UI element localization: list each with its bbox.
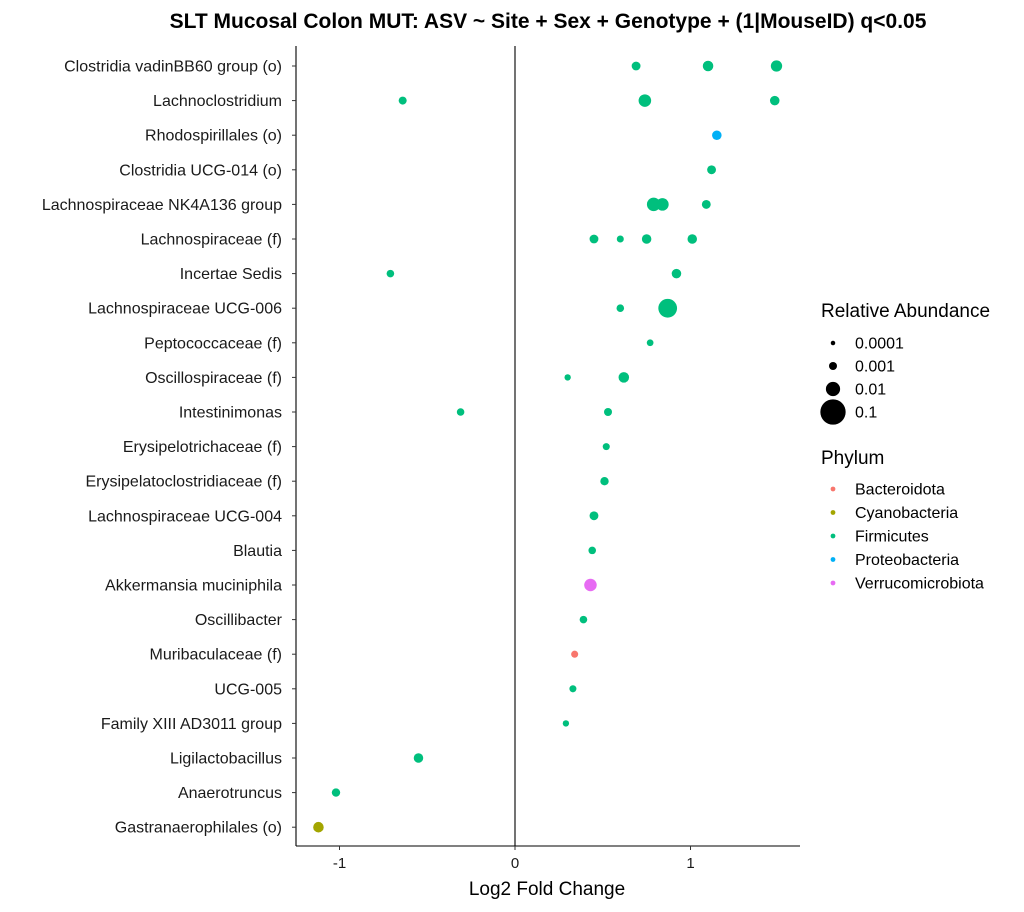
data-point — [616, 304, 625, 312]
data-point — [569, 685, 577, 693]
data-point — [712, 130, 722, 140]
data-point — [641, 234, 652, 244]
y-tick-label: Lachnospiraceae NK4A136 group — [42, 197, 282, 214]
y-tick-label: Blautia — [233, 543, 282, 560]
y-tick-label: Erysipelatoclostridiaceae (f) — [85, 474, 282, 491]
data-point — [616, 235, 624, 243]
size-legend-label: 0.1 — [855, 405, 877, 422]
data-point — [398, 96, 407, 105]
data-point — [571, 650, 579, 658]
data-point — [331, 788, 341, 797]
data-point — [589, 511, 599, 521]
data-point — [604, 407, 613, 417]
data-point — [564, 374, 571, 381]
y-tick-label: Peptococcaceae (f) — [144, 335, 282, 352]
data-point — [600, 477, 609, 486]
x-axis-title: Log2 Fold Change — [469, 879, 625, 900]
data-point — [687, 234, 698, 244]
size-legend-label: 0.0001 — [855, 336, 904, 353]
x-tick-label: 0 — [511, 855, 519, 872]
plot-area — [313, 46, 783, 846]
color-legend-label: Bacteroidota — [855, 482, 945, 499]
data-point — [702, 60, 714, 72]
chart-title: SLT Mucosal Colon MUT: ASV ~ Site + Sex … — [170, 10, 927, 33]
data-point — [588, 546, 597, 555]
color-legend-key — [830, 510, 836, 515]
y-tick-label: Oscillibacter — [195, 612, 283, 629]
y-tick-label: Intestinimonas — [179, 405, 282, 422]
size-legend-key — [830, 340, 836, 346]
data-point — [646, 339, 654, 347]
y-tick-label: Family XIII AD3011 group — [101, 716, 282, 733]
y-tick-label: Clostridia vadinBB60 group (o) — [64, 59, 282, 76]
size-legend-label: 0.001 — [855, 359, 895, 376]
data-point — [413, 753, 424, 763]
data-point — [638, 94, 652, 107]
y-tick-label: Gastranaerophilales (o) — [115, 820, 282, 837]
y-tick-label: Anaerotruncus — [178, 785, 282, 802]
data-point — [658, 298, 678, 318]
size-legend-key — [820, 399, 846, 425]
data-point — [313, 821, 324, 833]
data-point — [646, 197, 661, 212]
size-legend: Relative Abundance 0.0001 0.001 0.01 0.1 — [820, 301, 990, 425]
y-tick-label: Lachnospiraceae UCG-006 — [88, 301, 282, 318]
y-tick-label: Erysipelotrichaceae (f) — [123, 439, 282, 456]
y-tick-label: Akkermansia muciniphila — [105, 578, 282, 595]
size-legend-title: Relative Abundance — [821, 301, 990, 322]
color-legend: Phylum Bacteroidota Cyanobacteria Firmicut… — [821, 448, 984, 593]
data-point — [602, 443, 610, 451]
size-legend-label: 0.01 — [855, 382, 886, 399]
color-legend-key — [830, 486, 836, 492]
y-tick-label: Lachnospiraceae (f) — [141, 232, 282, 249]
color-legend-label: Proteobacteria — [855, 552, 959, 569]
data-point — [701, 199, 711, 209]
data-point — [656, 198, 669, 211]
y-tick-label: Oscillospiraceae (f) — [145, 370, 282, 387]
data-point — [671, 268, 682, 279]
color-legend-key — [830, 557, 836, 562]
y-tick-label: UCG-005 — [214, 681, 282, 698]
data-point — [618, 372, 630, 383]
x-tick-label: -1 — [333, 855, 346, 872]
y-tick-label: Muribaculaceae (f) — [150, 647, 283, 664]
data-point — [707, 165, 716, 175]
data-point — [770, 60, 783, 72]
color-legend-title: Phylum — [821, 448, 884, 469]
color-legend-label: Verrucomicrobiota — [855, 576, 984, 593]
y-tick-label: Lachnoclostridium — [153, 93, 282, 110]
y-tick-label: Rhodospirillales (o) — [145, 128, 282, 145]
color-legend-key — [830, 533, 836, 539]
data-point — [584, 578, 597, 592]
data-point — [579, 615, 588, 624]
data-point — [631, 61, 641, 71]
color-legend-label: Cyanobacteria — [855, 505, 958, 522]
x-tick-label: 1 — [686, 855, 694, 872]
color-legend-label: Firmicutes — [855, 529, 929, 546]
size-legend-key — [828, 361, 838, 371]
x-axis: -1 0 1 — [296, 845, 800, 872]
y-axis: Clostridia vadinBB60 group (o) Lachnoclos… — [42, 46, 297, 846]
data-point — [589, 234, 599, 244]
color-legend-key — [830, 580, 836, 586]
y-tick-label: Ligilactobacillus — [170, 751, 282, 768]
size-legend-key — [825, 381, 841, 397]
y-tick-label: Incertae Sedis — [180, 266, 282, 283]
y-tick-label: Clostridia UCG-014 (o) — [119, 162, 282, 179]
y-tick-label: Lachnospiraceae UCG-004 — [88, 508, 282, 525]
data-point — [769, 95, 780, 106]
data-point — [456, 408, 465, 416]
data-point — [386, 269, 395, 278]
data-point — [562, 720, 570, 727]
